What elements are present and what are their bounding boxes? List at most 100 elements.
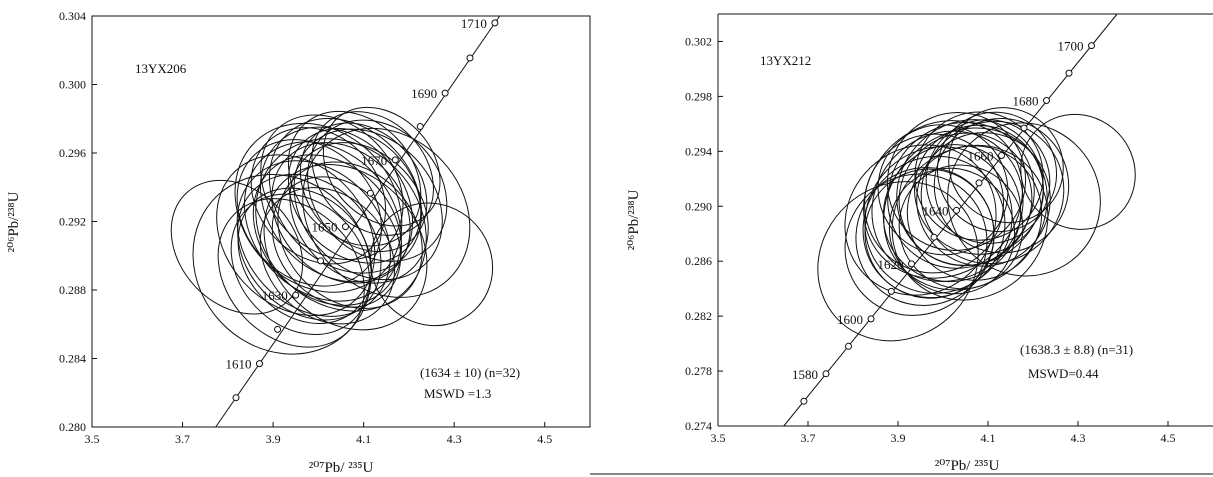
concordia-age-marker: [908, 260, 915, 268]
x-tick-label: 4.5: [537, 432, 552, 446]
concordia-age-marker: [975, 179, 983, 187]
error-ellipse: [287, 110, 422, 247]
y-axis: 0.274 0.278 0.282 0.286 0.290 0.294 0.298 0.302: [685, 34, 723, 433]
x-axis-title: ²⁰⁷Pb/ ²³⁵U: [935, 458, 1000, 474]
error-ellipse: [255, 138, 427, 312]
concordia-age-label: 1670: [361, 153, 387, 168]
error-ellipse: [817, 181, 979, 342]
concordia-age-marker: [930, 233, 938, 241]
y-tick-label: 0.298: [685, 89, 712, 103]
error-ellipse: [864, 133, 1004, 274]
y-tick-label: 0.278: [685, 364, 712, 378]
age-result: (1638.3 ± 8.8) (n=31): [1020, 342, 1133, 357]
error-ellipse: [307, 119, 448, 262]
x-axis: 3.5 3.7 3.9 4.1 4.3 4.5: [85, 422, 552, 446]
error-ellipse: [864, 146, 1013, 294]
concordia-age-marker: [1065, 69, 1073, 77]
error-ellipse: [192, 174, 372, 355]
concordia-age-label: 1620: [878, 257, 904, 272]
concordia-curve: 1610 1630 1650 1670 1690 1710: [215, 15, 501, 428]
concordia-age-marker: [867, 315, 875, 323]
error-ellipse: [369, 202, 494, 327]
concordia-age-marker: [441, 89, 449, 97]
error-ellipse: [271, 176, 402, 308]
concordia-age-marker: [953, 206, 960, 214]
concordia-age-marker: [491, 19, 499, 27]
y-tick-label: 0.304: [59, 9, 86, 23]
y-tick-label: 0.286: [685, 254, 712, 268]
error-ellipse: [1020, 113, 1136, 230]
y-tick-label: 0.292: [59, 215, 86, 229]
concordia-age-label: 1660: [968, 149, 994, 164]
error-ellipse: [234, 122, 403, 293]
concordia-age-marker: [292, 291, 300, 299]
concordia-age-marker: [466, 54, 474, 62]
concordia-plot-13yx212: 0.274 0.278 0.282 0.286 0.290 0.294 0.298 0.302…: [590, 13, 1213, 475]
concordia-curve: 1580 1600 1620 1640 1660 1680 1700: [783, 13, 1118, 427]
concordia-age-label: 1690: [411, 86, 437, 101]
x-tick-label: 4.1: [356, 432, 371, 446]
error-ellipse: [925, 119, 1051, 244]
x-tick-label: 4.3: [447, 432, 462, 446]
concordia-age-label: 1700: [1058, 39, 1084, 54]
y-tick-label: 0.274: [685, 419, 712, 433]
error-ellipse: [947, 122, 1101, 277]
x-tick-label: 4.5: [1161, 431, 1176, 445]
concordia-age-marker: [822, 370, 830, 378]
error-ellipse: [896, 119, 1044, 266]
x-axis-title: ²⁰⁷Pb/ ²³⁵U: [309, 460, 374, 476]
x-axis: 3.5 3.7 3.9 4.1 4.3 4.5: [711, 421, 1176, 445]
error-ellipse: [268, 118, 423, 274]
x-tick-label: 3.7: [801, 431, 816, 445]
concordia-age-label: 1600: [837, 312, 863, 327]
x-tick-label: 3.7: [175, 432, 190, 446]
error-ellipse: [863, 120, 1023, 279]
error-ellipse: [920, 120, 1065, 265]
y-tick-label: 0.302: [685, 34, 712, 48]
concordia-age-marker: [887, 287, 895, 295]
sample-label: 13YX212: [760, 53, 811, 68]
x-tick-label: 4.1: [981, 431, 996, 445]
error-ellipse: [170, 179, 304, 315]
error-ellipse: [293, 128, 443, 281]
error-ellipses: [817, 107, 1136, 342]
error-ellipse: [237, 187, 372, 325]
concordia-age-marker: [1043, 97, 1050, 104]
error-ellipse: [216, 154, 376, 316]
concordia-age-label: 1650: [312, 220, 338, 235]
mswd-label: MSWD =1.3: [424, 386, 491, 401]
y-tick-label: 0.288: [59, 283, 86, 297]
x-tick-label: 3.5: [85, 432, 100, 446]
concordia-line: [215, 15, 501, 428]
age-result: (1634 ± 10) (n=32): [420, 365, 520, 380]
error-ellipses: [170, 106, 494, 355]
concordia-age-label: 1640: [923, 203, 949, 218]
error-ellipse: [236, 139, 382, 287]
concordia-age-label: 1710: [461, 16, 487, 31]
concordia-age-marker: [391, 156, 399, 164]
y-tick-label: 0.296: [59, 146, 86, 160]
error-ellipse: [243, 141, 402, 302]
concordia-age-label: 1580: [792, 367, 818, 382]
concordia-age-marker: [274, 325, 282, 333]
x-tick-label: 3.9: [891, 431, 906, 445]
concordia-age-marker: [256, 360, 263, 368]
concordia-age-label: 1680: [1013, 94, 1039, 109]
error-ellipse: [883, 127, 1048, 291]
concordia-age-label: 1610: [226, 357, 252, 372]
error-ellipse: [289, 142, 429, 284]
concordia-age-marker: [1020, 124, 1028, 132]
y-tick-label: 0.284: [59, 352, 86, 366]
x-tick-label: 4.3: [1071, 431, 1086, 445]
concordia-age-marker: [366, 189, 374, 197]
sample-label: 13YX206: [135, 61, 187, 76]
y-tick-label: 0.280: [59, 420, 86, 434]
y-axis-title: ²⁰⁶Pb/²³⁸U: [6, 191, 22, 252]
concordia-age-marker: [998, 152, 1005, 159]
error-ellipse: [933, 117, 1070, 254]
concordia-line: [783, 13, 1118, 427]
x-tick-label: 3.9: [266, 432, 281, 446]
y-tick-label: 0.300: [59, 78, 86, 92]
